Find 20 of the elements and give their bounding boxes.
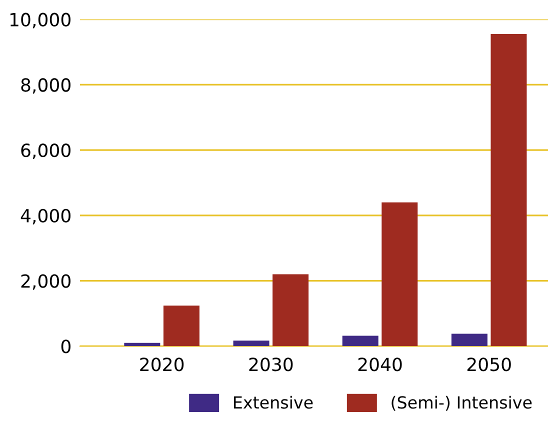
legend-label: Extensive xyxy=(234,396,313,409)
x-tick-label: 2030 xyxy=(249,358,293,372)
bar xyxy=(451,334,488,346)
y-tick-label: 6,000 xyxy=(21,144,70,160)
legend-label: (Semi-) Intensive xyxy=(392,396,532,411)
x-tick-label: 2040 xyxy=(358,358,402,372)
y-tick-label: 10,000 xyxy=(10,12,70,28)
y-tick-label: 2,000 xyxy=(21,274,70,290)
bar xyxy=(124,342,160,346)
bar xyxy=(163,306,200,346)
bar xyxy=(382,202,418,346)
y-tick-label: 4,000 xyxy=(20,208,70,224)
bar xyxy=(233,340,270,346)
y-tick-label: 8,000 xyxy=(21,78,70,94)
x-tick-label: 2020 xyxy=(140,358,184,372)
x-tick-label: 2050 xyxy=(467,358,511,372)
bar xyxy=(490,34,527,346)
y-tick-label: 0 xyxy=(61,340,70,354)
bar xyxy=(342,336,378,346)
bar xyxy=(272,274,309,346)
